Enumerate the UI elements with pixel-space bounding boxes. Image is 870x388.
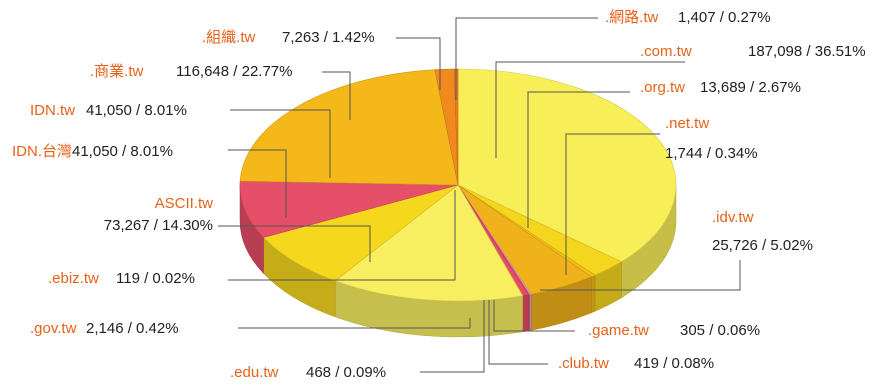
slice-label-tw: .網路.tw (605, 9, 659, 26)
slice-label-club-tw: .club.tw (558, 355, 609, 372)
slice-value-tw: 7,263 / 1.42% (282, 29, 375, 46)
slice-value-idv-tw: 25,726 / 5.02% (712, 237, 813, 254)
leader-line-game-tw (493, 300, 575, 332)
slice-label-com-tw: .com.tw (640, 43, 692, 60)
slice-value-game-tw: 305 / 0.06% (680, 322, 760, 339)
pie-top (239, 68, 677, 302)
pie-side-net-tw (591, 274, 596, 314)
leader-line-club-tw (488, 300, 548, 365)
slice-label-tw: .組織.tw (202, 29, 256, 46)
leader-line-ebiz-tw (228, 190, 456, 281)
leader-lines (218, 17, 741, 373)
leader-line-tw (396, 37, 441, 90)
slice-value-ascii-tw: 73,267 / 14.30% (104, 217, 213, 234)
pie-sides (239, 184, 677, 338)
pie-slice-idn-tw (239, 180, 459, 238)
slice-label-net-tw: .net.tw (665, 115, 709, 132)
slice-label-edu-tw: .edu.tw (230, 364, 279, 381)
pie-side-gov-tw (522, 294, 529, 333)
pie-slice-ascii-tw (334, 184, 523, 302)
leader-line-gov-tw (238, 318, 471, 329)
slice-value-net-tw: 1,744 / 0.34% (665, 145, 758, 162)
slice-label-org-tw: .org.tw (640, 79, 685, 96)
leader-line-edu-tw (420, 300, 485, 373)
slice-label-tw: .商業.tw (90, 63, 144, 80)
slice-label-idv-tw: .idv.tw (712, 209, 754, 226)
leader-line-net-tw (565, 133, 660, 275)
slice-label-idn: IDN.台灣 (12, 143, 72, 160)
slice-value-idn: 41,050 / 8.01% (72, 143, 173, 160)
leader-line-tw (455, 17, 598, 100)
slice-label-gov-tw: .gov.tw (30, 320, 77, 337)
pie-slice-com-tw (457, 68, 677, 263)
slice-label-game-tw: .game.tw (588, 322, 649, 339)
slice-label-idn-tw: IDN.tw (30, 102, 75, 119)
slice-value-club-tw: 419 / 0.08% (634, 355, 714, 372)
slice-labels: .com.tw 187,098 / 36.51% .org.tw 13,689 / 2… (12, 9, 866, 381)
leader-line-tw (322, 71, 351, 120)
pie-slice-tw (239, 69, 459, 186)
slice-value-org-tw: 13,689 / 2.67% (700, 79, 801, 96)
slice-label-ebiz-tw: .ebiz.tw (48, 270, 99, 287)
leader-line-ascii-tw (218, 225, 371, 262)
slice-value-tw: 116,648 / 22.77% (176, 63, 292, 80)
leader-line-idn-tw (230, 109, 331, 178)
slice-value-ebiz-tw: 119 / 0.02% (116, 270, 195, 287)
leader-line-idv-tw (540, 260, 741, 291)
slice-value-com-tw: 187,098 / 36.51% (748, 43, 866, 60)
leader-line-idn (228, 149, 287, 218)
leader-line-com-tw (495, 61, 685, 158)
slice-label-ascii-tw: ASCII.tw (155, 195, 214, 212)
slice-value-tw: 1,407 / 0.27% (678, 9, 771, 26)
slice-value-idn-tw: 41,050 / 8.01% (86, 102, 187, 119)
leader-line-org-tw (527, 91, 630, 228)
slice-value-edu-tw: 468 / 0.09% (306, 364, 386, 381)
slice-value-gov-tw: 2,146 / 0.42% (86, 320, 179, 337)
